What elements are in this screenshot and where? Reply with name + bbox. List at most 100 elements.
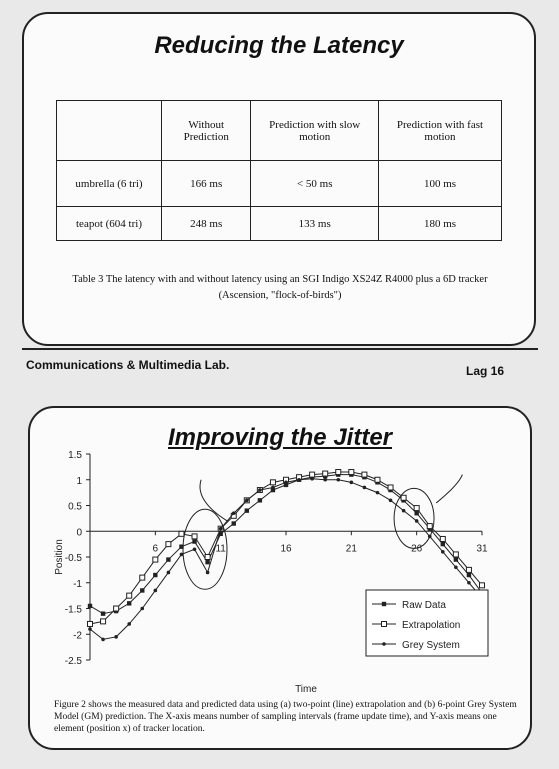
x-tick-label: 16	[280, 543, 292, 554]
legend-label: Extrapolation	[402, 620, 460, 631]
data-point	[374, 476, 381, 483]
data-point	[153, 572, 158, 578]
data-point	[388, 498, 393, 503]
legend-marker	[382, 642, 386, 646]
data-point	[465, 566, 472, 573]
y-tick-label: -1	[73, 579, 82, 590]
table-row: teapot (604 tri) 248 ms 133 ms 180 ms	[56, 206, 503, 241]
data-point	[400, 494, 407, 501]
data-point	[414, 519, 419, 523]
data-point	[467, 580, 471, 585]
data-point	[191, 533, 198, 540]
table-cell: 248 ms	[160, 206, 252, 241]
data-point	[284, 480, 288, 485]
data-point	[361, 471, 368, 478]
table-cell: teapot (604 tri)	[56, 206, 162, 241]
data-point	[297, 477, 301, 482]
data-point	[440, 541, 445, 547]
table-cell: 133 ms	[250, 206, 379, 241]
latency-slide: Reducing the Latency Without Prediction …	[22, 12, 536, 346]
data-point	[139, 574, 146, 581]
y-tick-label: 1	[76, 476, 82, 487]
y-axis-label: Position	[54, 539, 65, 575]
data-point	[231, 521, 236, 526]
latency-slide-title: Reducing the Latency	[154, 32, 404, 59]
data-point	[375, 490, 380, 495]
x-axis-label: Time	[295, 684, 317, 695]
footer-lab-name: Communications & Multimedia Lab.	[26, 358, 230, 372]
legend-label: Raw Data	[402, 600, 446, 611]
data-point	[362, 485, 367, 490]
data-point	[258, 488, 262, 492]
y-tick-label: -0.5	[65, 553, 83, 564]
data-point	[427, 534, 432, 539]
footer-page-number: Lag 16	[466, 364, 505, 378]
x-tick-label: 26	[411, 543, 423, 554]
latency-table: Without Prediction Prediction with slow …	[56, 100, 503, 241]
data-point	[205, 570, 210, 575]
y-tick-label: -2	[73, 630, 82, 641]
data-point	[322, 470, 329, 477]
data-point	[152, 556, 159, 563]
table-header-cell: Prediction with slow motion	[250, 100, 379, 161]
data-point	[140, 588, 145, 593]
data-point	[166, 570, 171, 575]
data-point	[257, 498, 263, 503]
data-point	[218, 526, 223, 531]
data-point	[309, 471, 316, 478]
data-point	[336, 477, 341, 482]
data-point	[204, 554, 211, 560]
table-caption: Table 3 The latency with and without lat…	[72, 274, 488, 301]
x-tick-label: 6	[153, 543, 159, 554]
data-point	[166, 557, 171, 562]
figure-caption: Figure 2 shows the measured data and pre…	[54, 700, 517, 734]
data-point	[453, 557, 459, 562]
table-cell: < 50 ms	[250, 160, 379, 207]
data-point	[100, 618, 107, 625]
data-point	[349, 480, 354, 485]
data-point	[414, 511, 419, 516]
table-cell: 180 ms	[377, 206, 503, 241]
table-cell: umbrella (6 tri)	[56, 160, 162, 207]
data-point	[452, 551, 459, 558]
data-point	[413, 505, 420, 512]
legend-marker	[381, 601, 387, 607]
data-point	[179, 552, 184, 557]
data-point	[348, 469, 355, 476]
y-tick-label: 1.5	[68, 450, 82, 461]
data-point	[310, 476, 314, 481]
data-point	[100, 611, 106, 616]
annotation-circle	[393, 487, 435, 549]
data-point	[126, 592, 133, 599]
data-point	[270, 487, 276, 493]
legend-label: Grey System	[402, 640, 460, 651]
data-point	[283, 482, 289, 488]
data-point	[479, 582, 485, 589]
data-point	[114, 635, 118, 639]
x-tick-label: 31	[476, 543, 488, 554]
table-header-cell: Prediction with fast motion	[377, 100, 503, 161]
table-cell: 166 ms	[160, 160, 252, 207]
data-point	[87, 603, 93, 609]
annotation-arrow	[199, 479, 228, 522]
data-point	[140, 606, 145, 611]
page-divider	[22, 348, 538, 350]
x-tick-label: 21	[346, 543, 358, 554]
table-header-row: Without Prediction Prediction with slow …	[56, 100, 503, 161]
data-point	[271, 485, 275, 490]
data-point	[205, 559, 210, 565]
data-point	[454, 565, 458, 570]
y-tick-label: -2.5	[65, 656, 83, 667]
data-point	[179, 544, 184, 549]
table-header-cell: Without Prediction	[160, 100, 252, 161]
data-point	[113, 605, 120, 612]
data-point	[192, 547, 197, 552]
data-point	[101, 637, 105, 642]
jitter-slide-title: Improving the Jitter	[167, 424, 393, 451]
legend-marker	[381, 621, 387, 627]
table-header-cell	[56, 100, 162, 161]
data-point	[178, 530, 185, 537]
data-point	[439, 535, 446, 542]
data-point	[88, 627, 92, 631]
annotation-circle	[182, 508, 228, 590]
